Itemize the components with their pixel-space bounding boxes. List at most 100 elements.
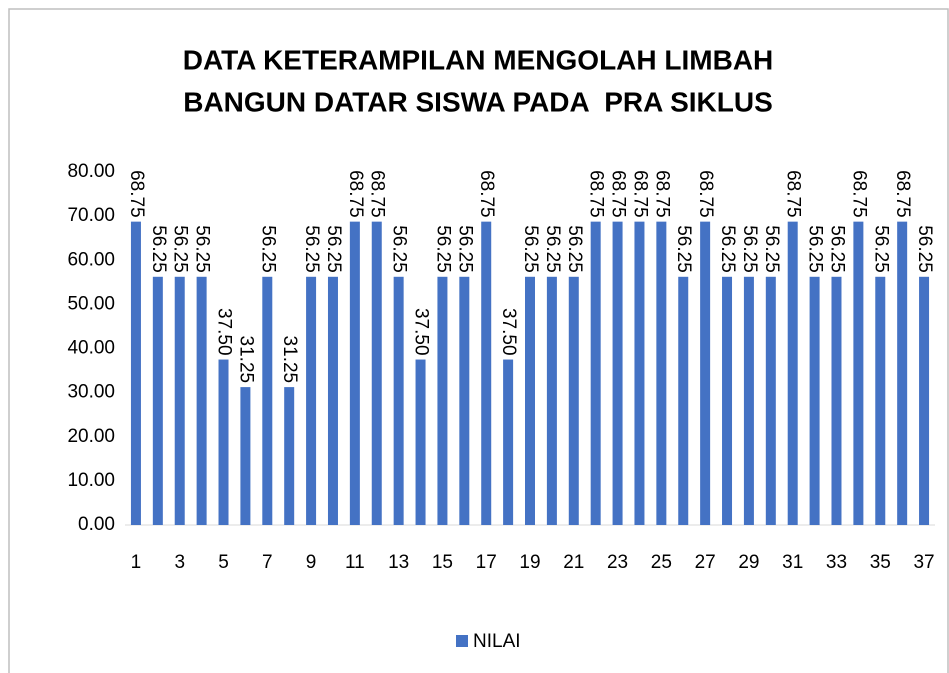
bar — [525, 276, 535, 525]
data-label: 68.75 — [651, 170, 672, 218]
bar — [787, 221, 798, 525]
chart-title: BANGUN DATAR SISWA PADA PRA SIKLUS — [183, 86, 773, 117]
bar — [262, 276, 273, 525]
x-tick-label: 23 — [607, 552, 628, 573]
legend-label: NILAI — [473, 631, 521, 652]
bar — [503, 359, 514, 525]
bar — [568, 276, 579, 525]
data-label: 68.75 — [892, 170, 913, 218]
x-tick-label: 1 — [131, 552, 142, 573]
y-tick-label: 20.00 — [67, 426, 115, 447]
data-label: 56.25 — [761, 225, 782, 273]
bar — [349, 221, 360, 525]
chart-frame — [8, 8, 949, 673]
y-tick-label: 80.00 — [67, 161, 115, 182]
bar — [700, 221, 711, 525]
y-tick-label: 30.00 — [67, 382, 115, 403]
bar — [481, 221, 492, 525]
bar — [415, 359, 426, 525]
x-tick-label: 5 — [218, 552, 229, 573]
data-label: 68.75 — [586, 170, 607, 218]
bar — [393, 276, 404, 525]
bar — [809, 276, 820, 525]
y-tick-label: 60.00 — [67, 249, 115, 270]
x-tick-label: 25 — [651, 552, 672, 573]
x-tick-label: 29 — [738, 552, 759, 573]
data-label: 37.50 — [498, 308, 519, 356]
data-label: 68.75 — [126, 170, 147, 218]
bar — [678, 276, 689, 525]
bar — [612, 221, 623, 525]
x-tick-label: 13 — [388, 552, 409, 573]
bar — [919, 276, 930, 525]
data-label: 56.25 — [542, 225, 563, 273]
y-tick-label: 10.00 — [67, 470, 115, 491]
data-label: 68.75 — [476, 170, 497, 218]
y-tick-label: 70.00 — [67, 205, 115, 226]
x-tick-label: 7 — [262, 552, 273, 573]
bar — [875, 276, 886, 525]
x-tick-label: 27 — [695, 552, 716, 573]
bar — [897, 221, 908, 525]
bar — [590, 221, 601, 525]
data-label: 56.25 — [520, 225, 541, 273]
x-tick-label: 3 — [174, 552, 185, 573]
data-label: 68.75 — [783, 170, 804, 218]
x-tick-label: 21 — [563, 552, 584, 573]
bar — [130, 221, 141, 525]
data-label: 31.25 — [279, 336, 300, 384]
data-label: 56.25 — [170, 225, 191, 273]
bar — [634, 221, 645, 525]
data-label: 68.75 — [695, 170, 716, 218]
data-label: 56.25 — [301, 225, 322, 273]
bar — [240, 387, 251, 525]
data-label: 56.25 — [257, 225, 278, 273]
bar — [218, 359, 229, 525]
x-tick-label: 19 — [519, 552, 540, 573]
data-label: 56.25 — [432, 225, 453, 273]
data-label: 68.75 — [345, 170, 366, 218]
legend-swatch — [456, 635, 468, 647]
bar — [459, 276, 470, 525]
data-label: 56.25 — [739, 225, 760, 273]
bar — [327, 276, 338, 525]
bar — [174, 276, 185, 525]
data-label: 56.25 — [673, 225, 694, 273]
y-tick-label: 50.00 — [67, 293, 115, 314]
data-label: 37.50 — [411, 308, 432, 356]
y-tick-label: 0.00 — [78, 514, 115, 535]
bar — [546, 276, 557, 525]
data-label: 56.25 — [389, 225, 410, 273]
data-label: 56.25 — [454, 225, 475, 273]
data-label: 68.75 — [848, 170, 869, 218]
data-label: 37.50 — [213, 308, 234, 356]
data-label: 56.25 — [564, 225, 585, 273]
bar — [831, 276, 842, 525]
data-label: 56.25 — [323, 225, 344, 273]
x-tick-label: 31 — [782, 552, 803, 573]
data-label: 68.75 — [629, 170, 650, 218]
x-tick-label: 33 — [826, 552, 847, 573]
bar — [152, 276, 163, 525]
data-label: 68.75 — [367, 170, 388, 218]
chart-title: DATA KETERAMPILAN MENGOLAH LIMBAH — [183, 44, 774, 75]
bar — [437, 276, 448, 525]
bar — [306, 276, 317, 525]
data-label: 31.25 — [235, 336, 256, 384]
data-label: 56.25 — [805, 225, 826, 273]
data-label: 56.25 — [148, 225, 169, 273]
x-tick-label: 15 — [432, 552, 453, 573]
data-label: 68.75 — [608, 170, 629, 218]
y-tick-label: 40.00 — [67, 338, 115, 359]
bar — [743, 276, 754, 525]
x-tick-label: 9 — [306, 552, 317, 573]
bar — [722, 276, 733, 525]
x-tick-label: 11 — [345, 552, 365, 573]
bar — [196, 276, 207, 525]
data-label: 56.25 — [914, 225, 935, 273]
bar — [371, 221, 382, 525]
bar — [656, 221, 667, 525]
data-label: 56.25 — [192, 225, 213, 273]
data-label: 56.25 — [717, 225, 738, 273]
